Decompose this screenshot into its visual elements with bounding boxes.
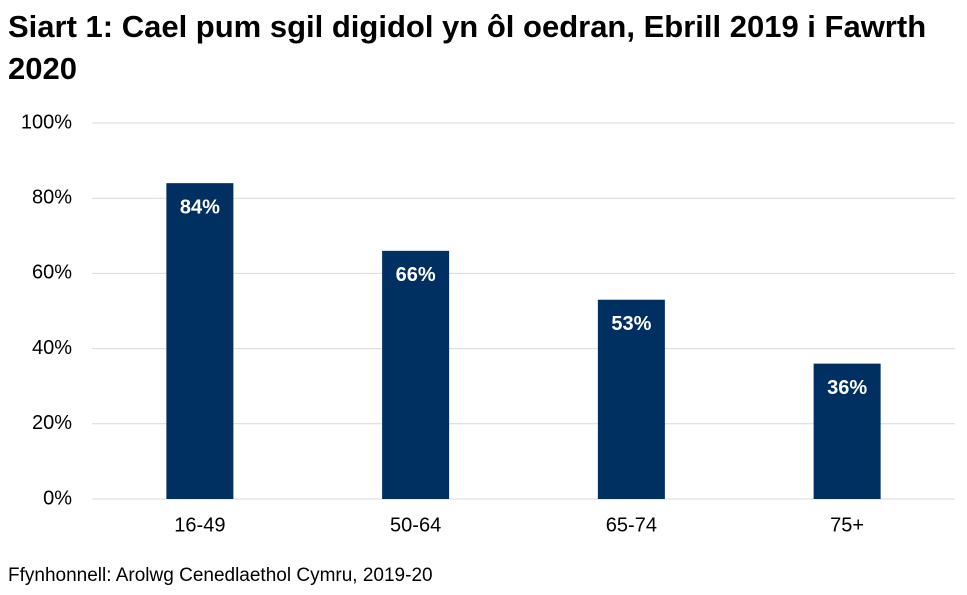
y-tick-label: 20% <box>32 412 72 434</box>
chart-title: Siart 1: Cael pum sgil digidol yn ôl oed… <box>8 9 927 86</box>
bar <box>166 183 234 499</box>
y-tick-label: 0% <box>43 487 72 509</box>
value-label: 66% <box>396 264 436 286</box>
source-note: Ffynhonnell: Arolwg Cenedlaethol Cymru, … <box>8 565 433 586</box>
value-label: 53% <box>611 313 651 335</box>
bar <box>813 363 881 499</box>
x-tick-label: 75+ <box>830 514 864 536</box>
x-tick-label: 65-74 <box>606 514 657 536</box>
value-label: 36% <box>827 377 867 399</box>
y-tick-label: 60% <box>32 262 72 284</box>
x-tick-label: 50-64 <box>390 514 441 536</box>
value-label: 84% <box>180 196 220 218</box>
y-tick-label: 100% <box>21 111 72 133</box>
y-tick-label: 80% <box>32 186 72 208</box>
bar <box>597 299 665 499</box>
x-tick-label: 16-49 <box>174 514 225 536</box>
bar <box>382 250 450 499</box>
y-tick-label: 40% <box>32 337 72 359</box>
